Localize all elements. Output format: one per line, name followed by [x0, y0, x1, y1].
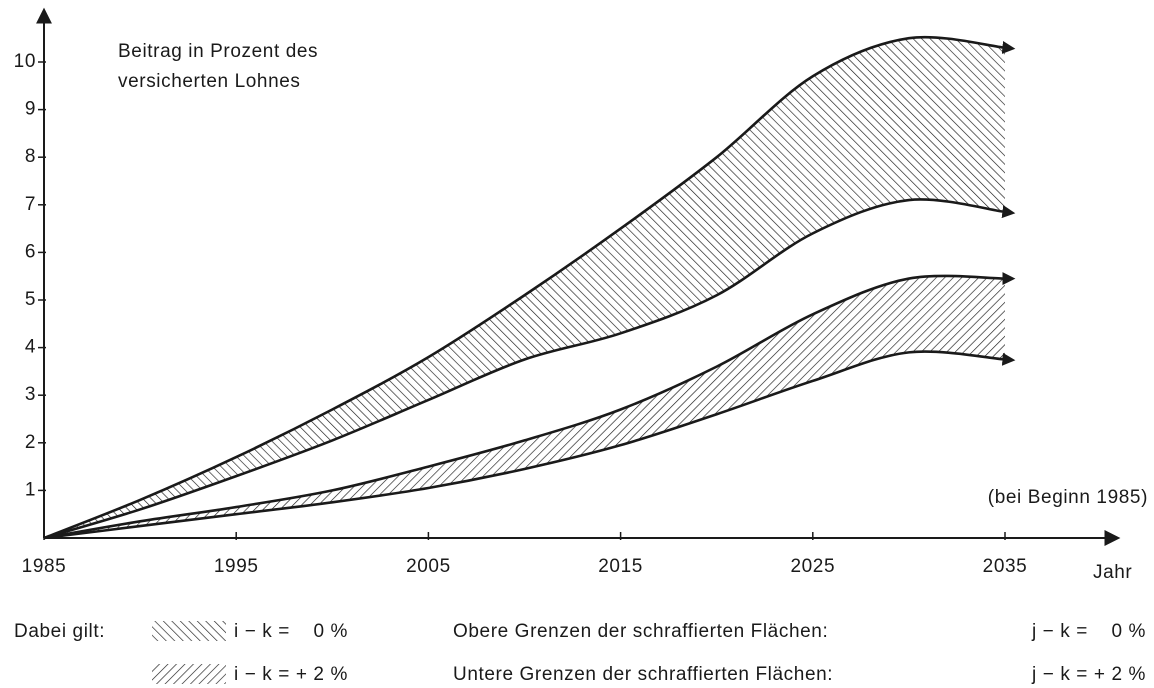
y-tick-label: 1	[25, 479, 36, 500]
band-fill	[44, 37, 1005, 538]
legend-swatch	[152, 664, 226, 684]
band-upper-line	[43, 272, 1016, 540]
annotation: versicherten Lohnes	[118, 71, 301, 92]
y-tick-label: 5	[25, 289, 36, 310]
y-tick-label: 3	[25, 384, 36, 405]
bound-note-label: Obere Grenzen der schraffierten Flächen:	[453, 621, 828, 642]
y-tick-label: 2	[25, 432, 36, 453]
annotation: Beitrag in Prozent des	[118, 41, 318, 62]
bound-note-value: j − k = 0 %	[1031, 621, 1146, 642]
x-tick-label: 2005	[406, 556, 451, 577]
x-axis-label: Jahr	[1093, 562, 1132, 583]
x-tick-label: 2025	[790, 556, 835, 577]
bound-note-value: j − k = + 2 %	[1031, 664, 1146, 685]
x-tick-label: 1995	[214, 556, 259, 577]
note: (bei Beginn 1985)	[988, 487, 1148, 508]
legend-label: i − k = 0 %	[234, 621, 348, 642]
x-tick-label: 2035	[983, 556, 1028, 577]
band-lower-line	[43, 350, 1016, 540]
y-tick-label: 10	[14, 51, 36, 72]
x-tick-label: 1985	[22, 556, 67, 577]
band-lower-line	[43, 198, 1016, 540]
y-tick-label: 8	[25, 146, 36, 167]
y-tick-label: 7	[25, 194, 36, 215]
legend-swatch	[152, 621, 226, 641]
legend-title: Dabei gilt:	[14, 621, 105, 642]
x-tick-label: 2015	[598, 556, 643, 577]
band-upper-line	[43, 35, 1016, 540]
bound-note-label: Untere Grenzen der schraffierten Flächen…	[453, 664, 833, 685]
legend-label: i − k = + 2 %	[234, 664, 348, 685]
y-tick-label: 6	[25, 241, 36, 262]
y-tick-label: 9	[25, 99, 36, 120]
y-tick-label: 4	[25, 337, 36, 358]
